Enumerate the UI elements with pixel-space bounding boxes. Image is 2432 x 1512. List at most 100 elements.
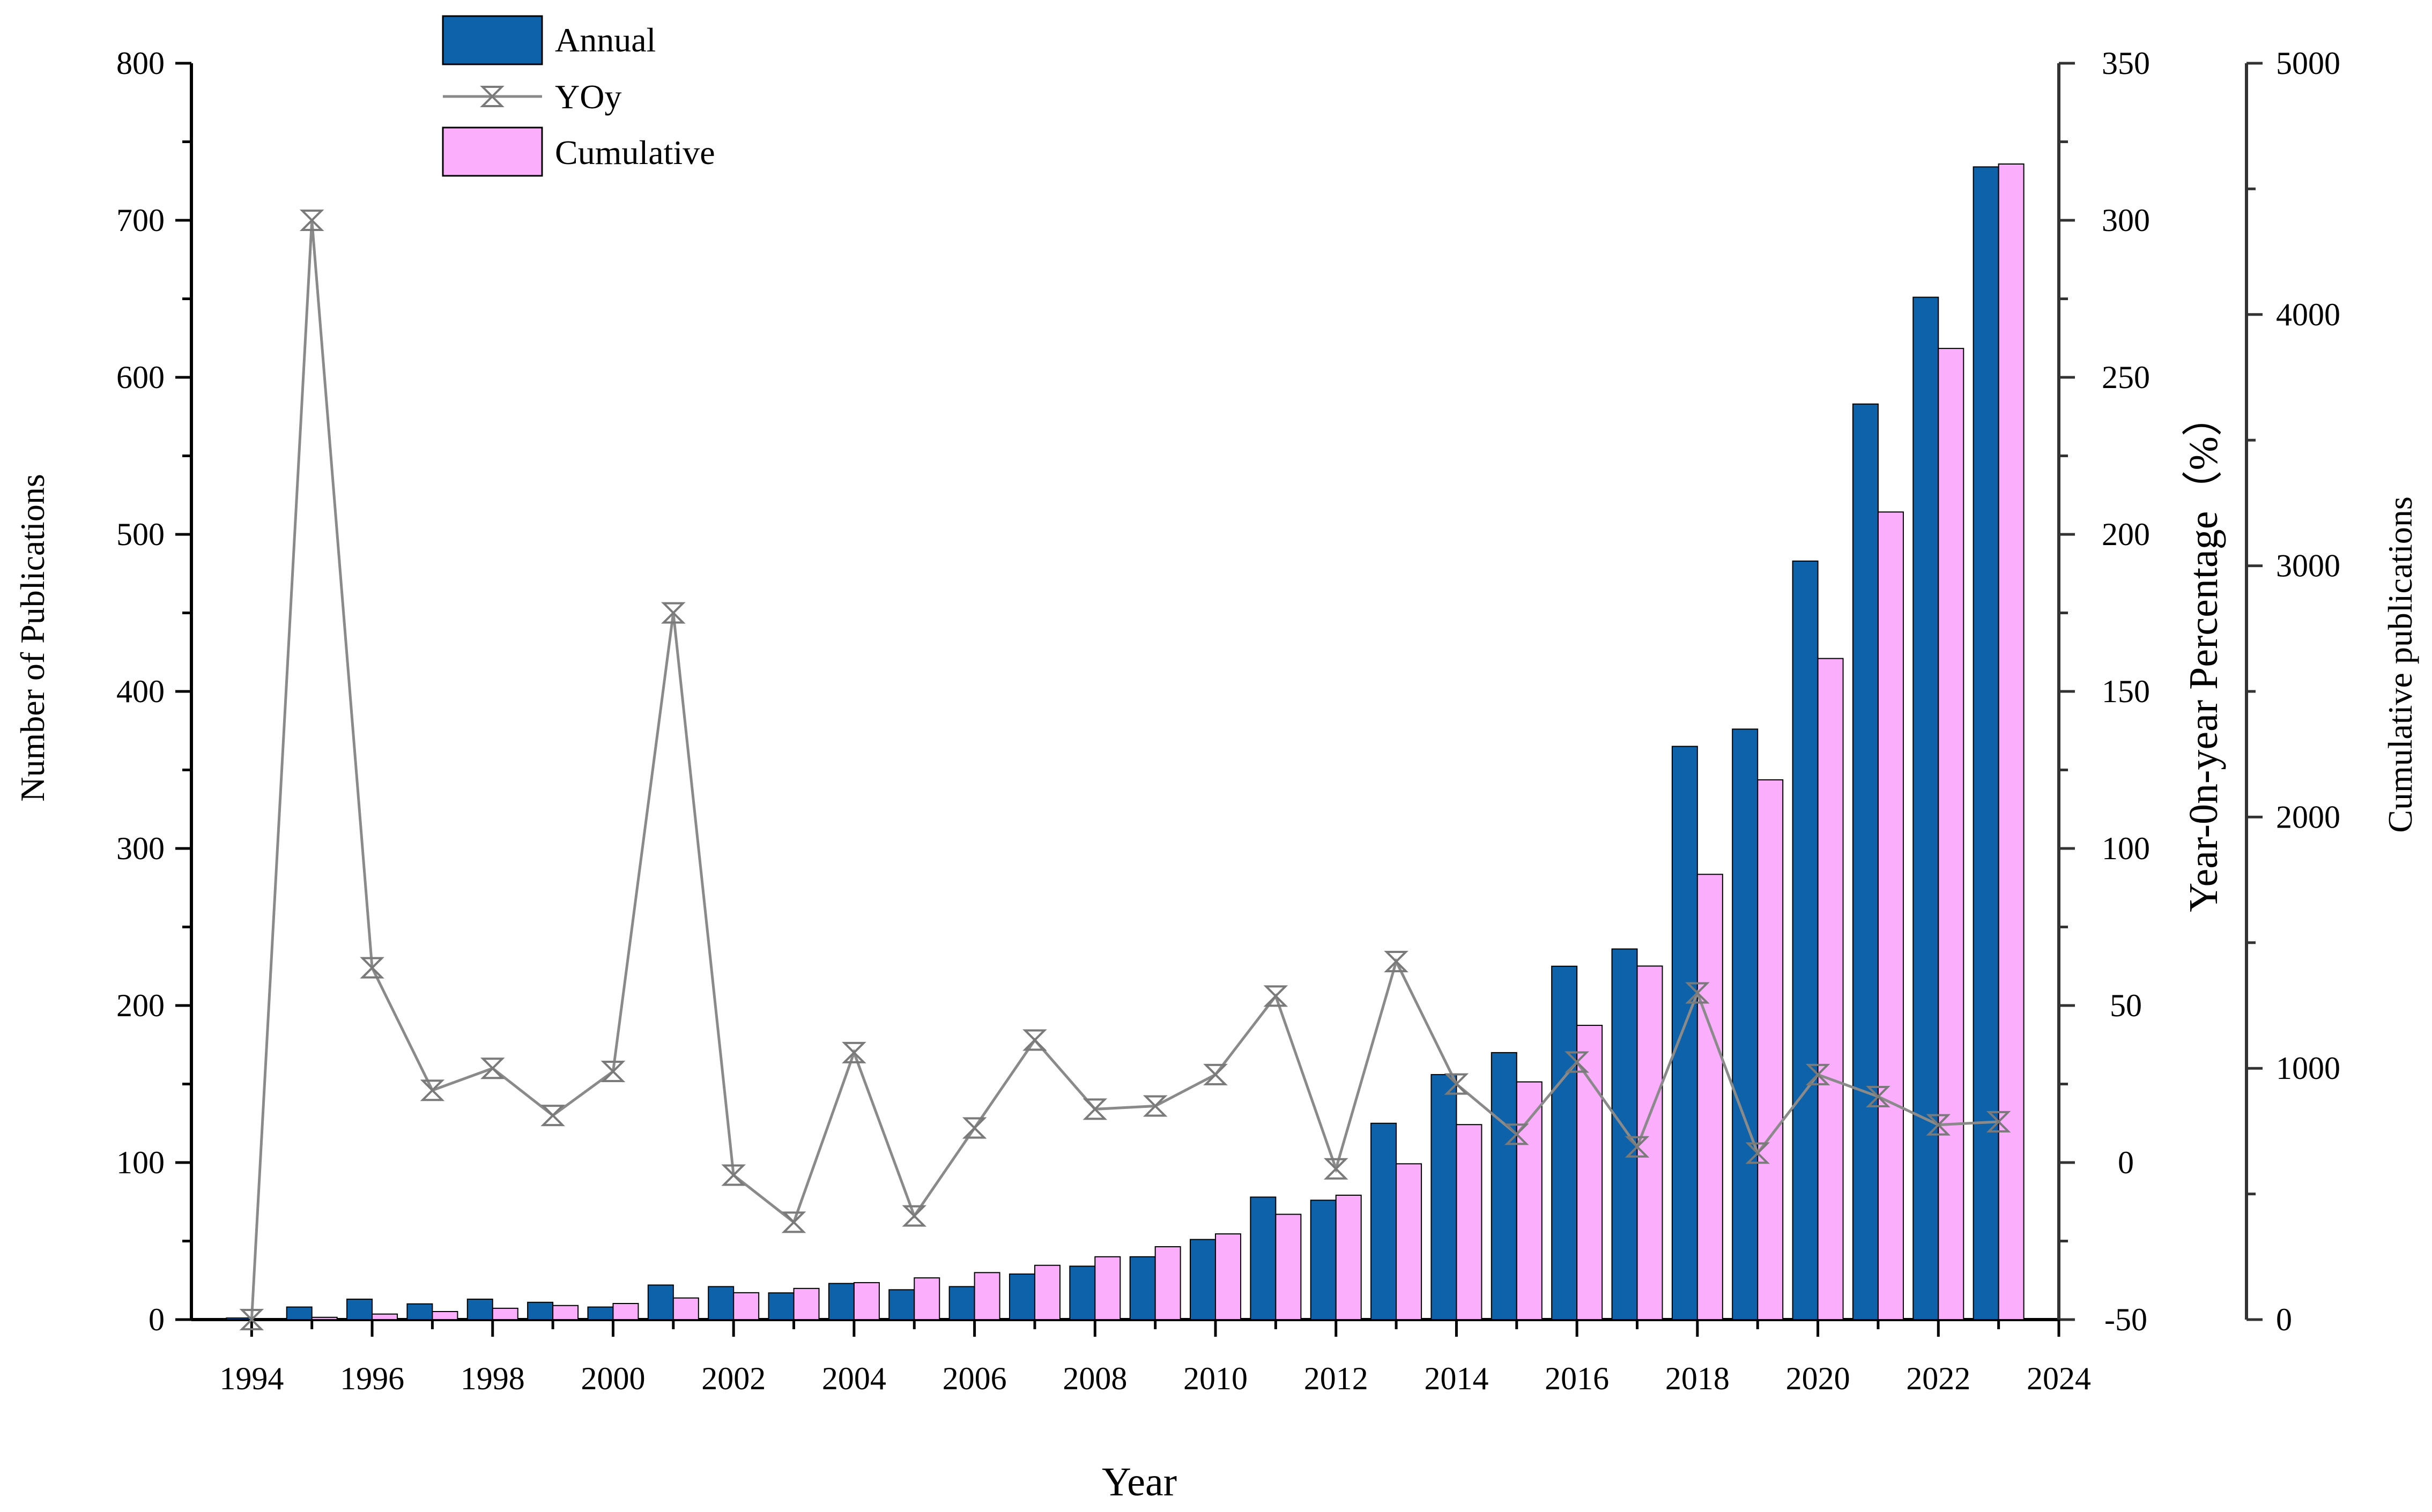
- cumulative-bar: [733, 1292, 760, 1320]
- annual-bar: [1551, 965, 1578, 1320]
- yoy-marker-icon: [1565, 1051, 1589, 1073]
- x-tick-label: 2022: [1906, 1361, 1970, 1396]
- cumulative-bar: [1094, 1256, 1121, 1321]
- x-tick-label: 1994: [219, 1361, 284, 1396]
- yoy-marker-icon: [1926, 1114, 1951, 1136]
- yoy-marker-icon: [721, 1164, 746, 1186]
- legend-yoy-label: YOy: [555, 78, 621, 116]
- yoy-point: [1866, 1085, 1890, 1107]
- yoy-point: [360, 957, 384, 979]
- yoy-line-layer: [239, 210, 2011, 1330]
- y-tick-label: 300: [116, 831, 165, 866]
- annual-bar: [828, 1283, 855, 1321]
- yoy-marker-icon: [299, 210, 324, 231]
- cumulative-bar: [974, 1272, 1000, 1321]
- yoy-point: [239, 1309, 264, 1330]
- cumulative-bar: [372, 1313, 398, 1320]
- annual-bar: [647, 1284, 674, 1321]
- y-tick-label: 800: [116, 46, 165, 81]
- yoy-point: [661, 602, 686, 624]
- yoy-point: [1203, 1063, 1228, 1085]
- yoy-point: [1685, 982, 1710, 1004]
- annual-bar: [708, 1286, 735, 1320]
- x-tick-label: 2006: [943, 1361, 1007, 1396]
- yoy-point: [420, 1079, 445, 1101]
- yoy-marker-icon: [1323, 1158, 1348, 1180]
- x-tick-label: 2020: [1786, 1361, 1850, 1396]
- annual-bar: [286, 1306, 313, 1321]
- legend-yoy-marker: [480, 86, 505, 107]
- annual-bar: [1491, 1052, 1517, 1321]
- x-tick-label: 2016: [1545, 1361, 1609, 1396]
- yoy-point: [1745, 1142, 1770, 1164]
- annual-bar: [1611, 948, 1638, 1320]
- yoy-marker-icon: [1745, 1142, 1770, 1164]
- annual-bar: [1310, 1200, 1337, 1321]
- y-tick-label: 100: [116, 1145, 165, 1180]
- yoy-marker-icon: [1625, 1136, 1650, 1158]
- yoy-point: [1565, 1051, 1589, 1073]
- x-tick-label: 2004: [822, 1361, 886, 1396]
- yoy-point: [842, 1041, 866, 1063]
- yoy-marker-icon: [239, 1309, 264, 1330]
- annual-bar: [1732, 728, 1759, 1320]
- y3-tick-label: 5000: [2276, 46, 2340, 81]
- yoy-point: [902, 1205, 927, 1227]
- annual-bar: [1912, 296, 1939, 1321]
- yoy-marker-icon: [1203, 1063, 1228, 1085]
- x-tick-label: 2010: [1183, 1361, 1248, 1396]
- yoy-marker-icon: [1263, 985, 1288, 1007]
- yoy-marker-icon: [1444, 1073, 1469, 1095]
- yoy-marker-icon: [420, 1079, 445, 1101]
- yoy-point: [1805, 1063, 1830, 1085]
- yoy-point: [1022, 1029, 1047, 1051]
- x-axis-title: Year: [1102, 1459, 1177, 1504]
- annual-bar: [948, 1286, 975, 1320]
- y2-tick-label: 150: [2102, 674, 2150, 709]
- cumulative-bar: [914, 1277, 940, 1320]
- yoy-marker-icon: [1986, 1111, 2011, 1133]
- yoy-marker-icon: [1082, 1098, 1108, 1120]
- y-tick-label: 200: [116, 988, 165, 1023]
- annual-bar: [1250, 1196, 1277, 1320]
- yoy-point: [1926, 1114, 1951, 1136]
- cumulative-bar: [432, 1310, 458, 1320]
- annual-bar: [226, 1317, 253, 1321]
- y3-axis-title: Cumulative publications: [2381, 496, 2419, 832]
- yoy-point: [480, 1057, 505, 1079]
- bars-layer: [226, 163, 2025, 1321]
- annual-bar: [1671, 746, 1698, 1320]
- yoy-point: [600, 1061, 626, 1083]
- cumulative-bar: [552, 1305, 579, 1321]
- annual-bar: [1430, 1074, 1457, 1321]
- yoy-marker-icon: [360, 957, 384, 979]
- yoy-point: [1986, 1111, 2011, 1133]
- cumulative-bar: [853, 1282, 880, 1321]
- cumulative-bar: [793, 1287, 820, 1321]
- cumulative-bar: [311, 1316, 338, 1320]
- yoy-point: [1082, 1098, 1108, 1120]
- y2-tick-label: 50: [2110, 988, 2142, 1023]
- yoy-marker-icon: [1805, 1063, 1830, 1085]
- cumulative-bar: [672, 1297, 699, 1320]
- yoy-marker-icon: [781, 1211, 806, 1233]
- legend-annual-swatch: [442, 15, 543, 65]
- yoy-point: [1143, 1095, 1168, 1117]
- legend-annual-label: Annual: [555, 21, 656, 59]
- cumulative-bar: [1696, 874, 1723, 1320]
- annual-bar: [1792, 560, 1819, 1320]
- y3-tick-label: 2000: [2276, 799, 2340, 835]
- legend-cumulative-swatch: [442, 126, 543, 177]
- cumulative-bar: [1456, 1124, 1482, 1320]
- x-tick-label: 2024: [2027, 1361, 2091, 1396]
- yoy-marker-icon: [962, 1117, 987, 1139]
- x-tick-label: 1996: [340, 1361, 404, 1396]
- yoy-point: [1323, 1158, 1348, 1180]
- yoy-marker-icon: [842, 1041, 866, 1063]
- annual-bar: [1069, 1265, 1096, 1320]
- yoy-line: [250, 220, 1999, 1320]
- yoy-point: [1625, 1136, 1650, 1158]
- yoy-marker-icon: [540, 1105, 565, 1127]
- y2-axis-title: Year-0n-year Percentage（%）: [2181, 396, 2226, 912]
- y2-tick-label: 100: [2102, 831, 2150, 866]
